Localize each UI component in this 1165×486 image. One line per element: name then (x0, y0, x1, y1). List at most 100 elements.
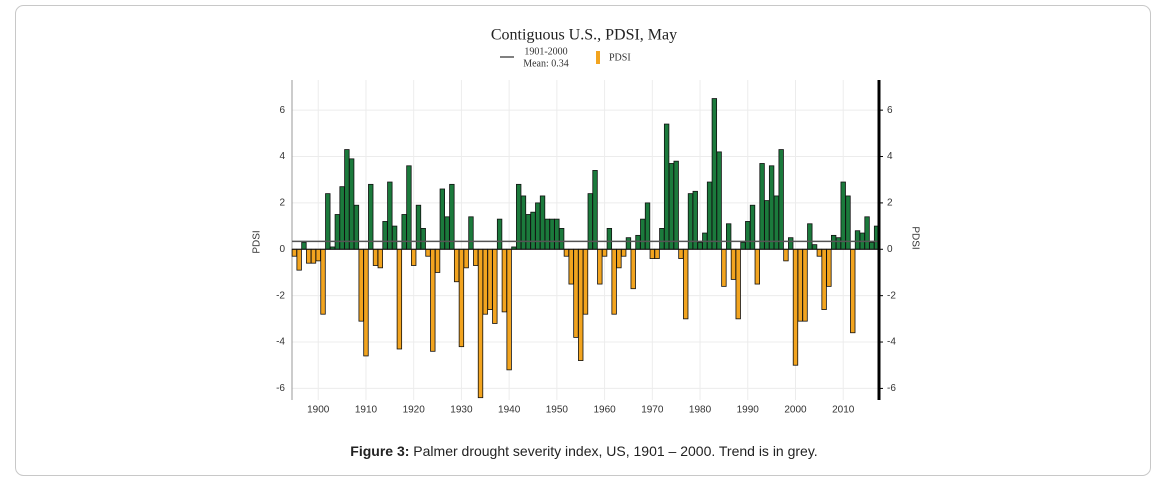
bar (816, 248, 823, 257)
y2-axis-label: PDSI (909, 226, 920, 249)
bar (625, 237, 632, 250)
bar (621, 248, 627, 257)
bar (411, 248, 417, 266)
bar (721, 248, 727, 287)
y-tick-label: -4 (276, 337, 285, 348)
bar (654, 248, 660, 259)
y-axis-label: PDSI (252, 230, 263, 253)
bar (697, 241, 703, 250)
bar (492, 248, 498, 324)
y2-tick-label: 2 (887, 198, 893, 209)
bar (320, 248, 326, 315)
x-tick-label: 1930 (450, 405, 473, 416)
bar (673, 160, 679, 250)
bar (296, 248, 302, 271)
y-tick-label: 4 (279, 151, 285, 162)
bar (735, 248, 741, 320)
bar (377, 248, 383, 269)
bar (401, 214, 407, 250)
bar (372, 248, 379, 266)
chart-title: Contiguous U.S., PDSI, May (491, 27, 677, 44)
bar (692, 190, 698, 250)
bar (826, 248, 832, 287)
y2-tick-label: -6 (887, 383, 896, 394)
bar (754, 248, 760, 285)
y-tick-label: -2 (276, 290, 285, 301)
legend-mean-label: Mean: 0.34 (523, 58, 569, 69)
bar (668, 163, 675, 250)
bar (706, 181, 713, 250)
plot: -6 -4 -2 0 2 4 6 1900 1910 1920 1930 1940 1950 1960 19… (276, 80, 896, 416)
bar (516, 183, 522, 250)
x-tick-label: 1990 (737, 405, 760, 416)
bar (573, 248, 579, 338)
bar (482, 248, 488, 315)
bar (387, 181, 393, 250)
bar (716, 151, 722, 250)
bar (683, 248, 689, 320)
bar (563, 248, 570, 257)
bar (544, 218, 550, 250)
bar (291, 248, 298, 257)
bar (630, 248, 636, 290)
bar (420, 228, 426, 250)
bar (821, 248, 827, 310)
bar (659, 228, 665, 250)
bar (439, 188, 445, 250)
legend-label: PDSI (609, 52, 631, 63)
bar (501, 248, 508, 313)
bar (449, 183, 455, 250)
bar (854, 230, 861, 250)
bar (558, 228, 565, 250)
bar (473, 248, 479, 266)
bar (678, 248, 684, 259)
bar (306, 248, 312, 264)
bar (745, 221, 751, 250)
bar (864, 216, 870, 250)
bar (363, 248, 369, 357)
bar (759, 163, 765, 250)
bar (430, 248, 436, 352)
caption-text: Palmer drought severity index, US, 1901 … (413, 443, 817, 459)
bar (830, 234, 837, 250)
bar (711, 98, 718, 250)
bar (811, 244, 818, 250)
bar (797, 248, 803, 322)
caption: Figure 3: Palmer drought severity index,… (350, 443, 817, 459)
bar (649, 248, 655, 259)
x-tick-label: 1900 (307, 405, 330, 416)
bar (477, 248, 484, 399)
bar (334, 214, 341, 250)
bar (463, 248, 469, 269)
bar (792, 248, 799, 366)
bar (835, 237, 842, 250)
bar (802, 248, 808, 322)
x-tick-label: 2010 (832, 405, 855, 416)
bar (582, 248, 589, 315)
bar (554, 218, 560, 250)
bar (344, 149, 350, 250)
bar (616, 248, 622, 269)
bar (740, 241, 746, 250)
bar (315, 248, 321, 262)
bar (348, 158, 355, 250)
bar (726, 223, 732, 250)
bar (611, 248, 617, 315)
bar (458, 248, 465, 348)
bar (382, 221, 388, 250)
bar (358, 248, 364, 322)
bar (453, 248, 460, 283)
bar (749, 204, 756, 250)
bar (487, 248, 493, 310)
x-tick-label: 1910 (355, 405, 378, 416)
bar (768, 165, 775, 250)
bar (530, 211, 536, 250)
bar (535, 202, 541, 250)
x-tick-label: 1960 (593, 405, 616, 416)
y-tick-label: 2 (279, 198, 285, 209)
bar (601, 248, 608, 257)
x-tick-label: 2000 (784, 405, 807, 416)
x-tick-label: 1970 (641, 405, 664, 416)
bar (406, 165, 412, 250)
